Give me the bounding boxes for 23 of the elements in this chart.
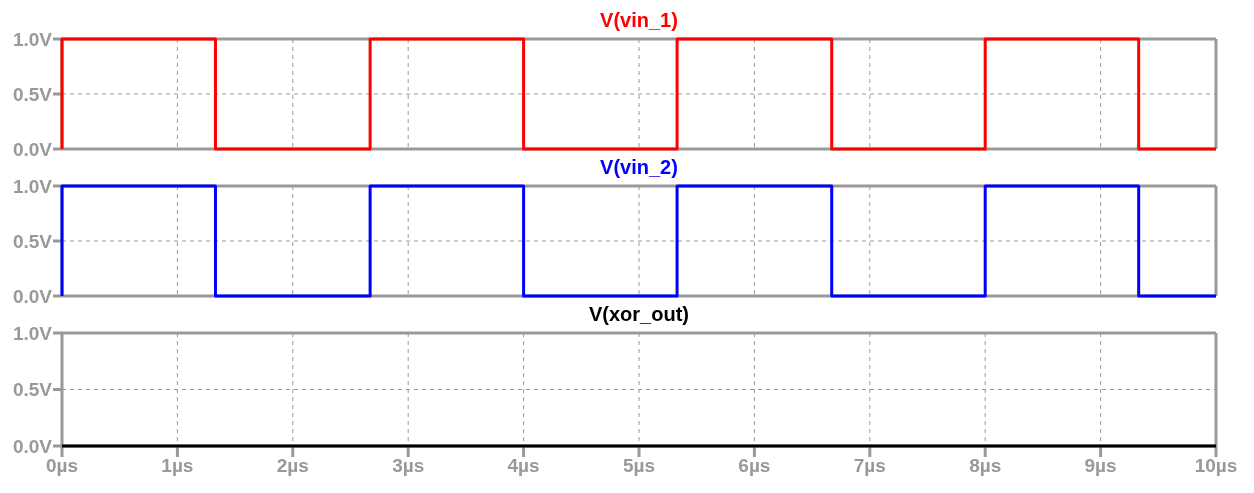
y-tick-label: 0.0V xyxy=(12,285,53,307)
text: V(xor_out) xyxy=(589,303,689,325)
y-tick-label: 0.0V xyxy=(12,138,53,160)
y-tick-label: 1.0V xyxy=(12,175,53,197)
series-label: V(vin_2) xyxy=(600,156,678,178)
y-tick-label: 0.5V xyxy=(12,230,53,252)
x-tick-label: 1µs xyxy=(161,455,194,477)
y-tick-label: 0.5V xyxy=(12,379,53,401)
x-tick-label: 3µs xyxy=(392,455,425,477)
x-tick-label: 5µs xyxy=(622,455,656,477)
x-tick-label: 0µs xyxy=(45,455,79,477)
x-tick-label: 10µs xyxy=(1194,455,1238,477)
y-tick-label: 1.0V xyxy=(12,28,53,50)
y-tick-label: 0.5V xyxy=(12,83,53,105)
y-tick-label: 0.0V xyxy=(12,435,53,457)
x-tick-label: 4µs xyxy=(507,455,540,477)
x-tick-label: 8µs xyxy=(969,455,1002,477)
x-tick-label: 7µs xyxy=(853,455,886,477)
x-tick-label: 9µs xyxy=(1084,455,1117,477)
series-label: V(vin_1) xyxy=(600,9,678,31)
y-tick-label: 1.0V xyxy=(12,322,53,344)
x-tick-label: 6µs xyxy=(738,455,771,477)
x-tick-label: 2µs xyxy=(276,455,309,477)
